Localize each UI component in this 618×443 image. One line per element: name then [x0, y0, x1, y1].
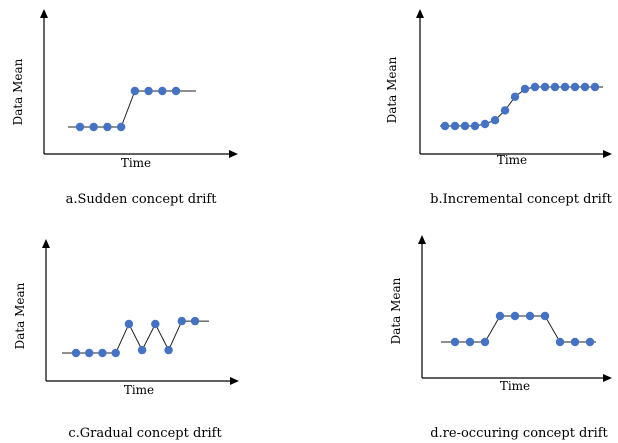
panel-d-data-point: [540, 311, 550, 321]
panel-c-data-point: [71, 348, 81, 358]
panel-c-data-point: [137, 345, 147, 355]
panel-c-x-arrow: [230, 377, 239, 385]
panel-c-caption: c.Gradual concept drift: [68, 426, 222, 441]
panel-b-x-arrow: [603, 150, 612, 158]
panel-b-data-point: [570, 82, 580, 92]
panel-d-data-point: [450, 337, 460, 347]
panel-d-data-point: [495, 311, 505, 321]
panel-a-caption: a.Sudden concept drift: [66, 192, 218, 207]
panel-b-data-point: [530, 82, 540, 92]
panel-a-series-line: [68, 90, 196, 128]
panel-b-plot: [440, 82, 603, 131]
panel-d-x-arrow: [603, 374, 612, 382]
panel-b-data-point: [540, 82, 550, 92]
panel-c-data-point: [124, 319, 134, 329]
panel-b-xlabel: Time: [497, 153, 527, 167]
panel-a-data-point: [116, 122, 126, 132]
panel-b-data-point: [440, 121, 450, 131]
panel-d-series-line: [441, 315, 596, 343]
panel-b-data-point: [450, 121, 460, 131]
panel-b-data-point: [550, 82, 560, 92]
panel-c-y-arrow: [42, 239, 50, 248]
panel-d-caption: d.re-occuring concept drift: [430, 426, 608, 441]
panel-a-data-point: [171, 86, 181, 96]
panel-a-data-point: [144, 86, 153, 96]
panel-c-data-point: [164, 345, 173, 355]
panel-a-x-arrow: [229, 150, 238, 158]
panel-b-caption: b.Incremental concept drift: [430, 192, 612, 207]
panel-c-data-point: [111, 348, 120, 358]
panel-d-y-arrow: [418, 235, 426, 244]
panel-d: Data Mean Time d.re-occuring concept dri…: [389, 235, 612, 441]
panel-d-data-point: [465, 337, 475, 347]
panel-b-data-point: [560, 82, 570, 92]
panel-a-ylabel: Data Mean: [11, 58, 25, 125]
panel-a-data-point: [158, 86, 167, 96]
panel-b-data-point: [480, 119, 490, 129]
panel-d-plot: [441, 311, 596, 347]
panel-d-data-point: [585, 337, 595, 347]
panel-b-series-line: [440, 86, 603, 127]
panel-c: Data Mean Time c.Gradual concept drift: [13, 239, 239, 441]
panel-b-data-point: [470, 121, 480, 131]
panel-a-xlabel: Time: [121, 156, 151, 170]
panel-b-data-point: [520, 84, 530, 94]
panel-c-data-point: [177, 316, 186, 326]
panel-a-data-point: [130, 86, 140, 96]
panel-c-xlabel: Time: [124, 383, 154, 397]
panel-c-series-line: [62, 320, 209, 354]
panel-b-data-point: [500, 106, 510, 115]
panel-d-data-point: [525, 311, 535, 321]
panel-b-y-arrow: [416, 9, 424, 18]
panel-a-data-point: [89, 122, 98, 132]
panel-b-ylabel: Data Mean: [385, 56, 399, 123]
panel-a-data-point: [75, 122, 85, 132]
panel-a-plot: [68, 86, 196, 132]
panel-d-xlabel: Time: [500, 379, 530, 393]
panel-c-ylabel: Data Mean: [13, 282, 27, 349]
panel-d-data-point: [480, 337, 490, 347]
panel-b-data-point: [510, 92, 520, 102]
panel-c-data-point: [98, 348, 107, 358]
panel-d-data-point: [570, 337, 580, 347]
panel-b-data-point: [460, 121, 470, 131]
panel-b-data-point: [590, 82, 600, 92]
panel-a: Data Mean Time a.Sudden concept drift: [11, 9, 238, 207]
panel-c-data-point: [190, 316, 200, 326]
panel-d-data-point: [510, 311, 520, 321]
panel-d-data-point: [555, 337, 565, 347]
panel-b-data-point: [580, 82, 590, 92]
panel-b-data-point: [490, 116, 500, 125]
panel-d-ylabel: Data Mean: [389, 277, 403, 344]
panel-c-plot: [62, 316, 209, 358]
panel-c-data-point: [151, 319, 160, 329]
panel-b: Data Mean Time b.Incremental concept dri…: [385, 9, 613, 207]
panel-a-y-arrow: [40, 9, 48, 18]
panel-a-data-point: [103, 122, 112, 132]
panel-c-data-point: [85, 348, 94, 358]
